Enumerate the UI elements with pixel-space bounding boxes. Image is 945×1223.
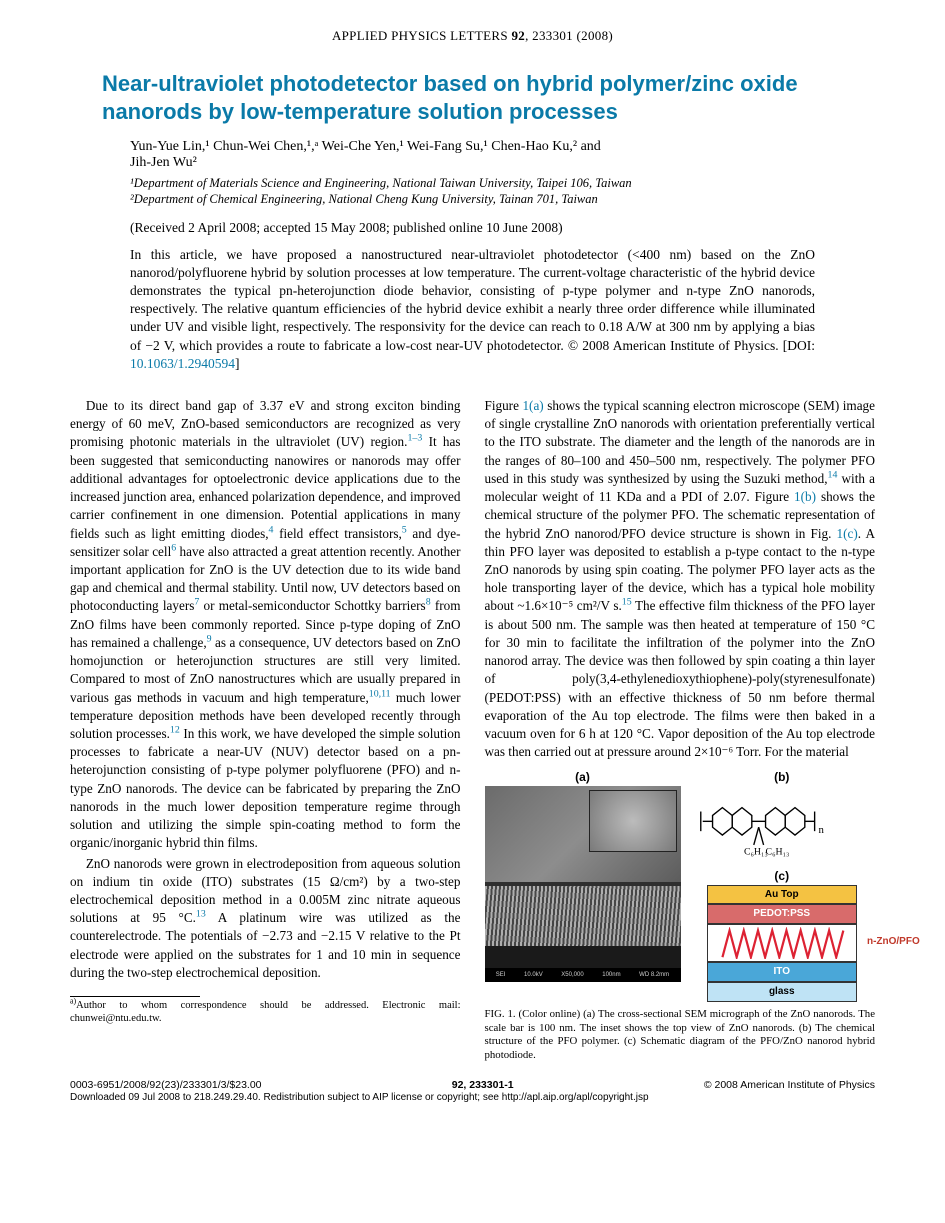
left-p1f: or metal-semiconductor Schottky barriers: [199, 598, 425, 613]
right-column: Figure 1(a) shows the typical scanning e…: [485, 397, 876, 1063]
ref-12[interactable]: 12: [170, 725, 180, 736]
fig-ref-1a[interactable]: 1(a): [522, 398, 543, 413]
figure-1b: (b): [689, 769, 876, 858]
right-p1a: Figure: [485, 398, 523, 413]
authors-line-1: Yun-Yue Lin,¹ Chun-Wei Chen,¹,ᵃ Wei-Che …: [130, 139, 601, 154]
article-title[interactable]: Near-ultraviolet photodetector based on …: [70, 70, 875, 125]
figure-1c: (c) Au Top PEDOT:PSS: [689, 868, 876, 1002]
footnote-text: Author to whom correspondence should be …: [70, 1000, 461, 1024]
figure-1: (a) SEI 10.0kV X50,000 100nm WD 8.2mm: [485, 769, 876, 1063]
sem-cross-section-image: SEI 10.0kV X50,000 100nm WD 8.2mm: [485, 882, 681, 982]
authors-block: Yun-Yue Lin,¹ Chun-Wei Chen,¹,ᵃ Wei-Che …: [70, 139, 875, 171]
sem-bar-wd: WD 8.2mm: [639, 971, 669, 979]
footer-right-1: © 2008 American Institute of Physics: [704, 1079, 875, 1091]
journal-volume: 92: [511, 28, 525, 43]
sem-bar-sei: SEI: [496, 971, 506, 979]
left-p1j: In this work, we have developed the simp…: [70, 726, 461, 850]
nanorod-zigzag-icon: [710, 927, 854, 959]
footnote-separator: [70, 996, 200, 997]
layer-pedot: PEDOT:PSS: [707, 904, 857, 924]
layer-glass: glass: [707, 982, 857, 1002]
figure-1-caption: FIG. 1. (Color online) (a) The cross-sec…: [485, 1008, 876, 1063]
layer-side-label: n-ZnO/PFO: [867, 935, 920, 949]
fig-ref-1c[interactable]: 1(c): [837, 526, 858, 541]
left-p1a: Due to its direct band gap of 3.37 eV an…: [70, 398, 461, 449]
fig-ref-1b[interactable]: 1(b): [794, 489, 816, 504]
sem-info-bar: SEI 10.0kV X50,000 100nm WD 8.2mm: [485, 968, 681, 982]
affiliation-1: ¹Department of Materials Science and Eng…: [130, 175, 815, 191]
sem-inset-image: [589, 790, 677, 852]
fig-1a-label: (a): [485, 769, 681, 786]
author-footnote: a)Author to whom correspondence should b…: [70, 999, 461, 1025]
chem-c6-left: C₆H₁₃: [743, 847, 767, 857]
ref-15[interactable]: 15: [622, 597, 632, 608]
doi-close: ]: [235, 356, 240, 371]
right-p1f: The effective film thickness of the PFO …: [485, 598, 876, 759]
journal-header: APPLIED PHYSICS LETTERS 92, 233301 (2008…: [70, 28, 875, 44]
title-line-1: Near-ultraviolet photodetector based on …: [102, 71, 798, 96]
footer-download-notice: Downloaded 09 Jul 2008 to 218.249.29.40.…: [70, 1092, 649, 1103]
device-schematic: Au Top PEDOT:PSS n: [707, 885, 857, 1002]
abstract: In this article, we have proposed a nano…: [70, 246, 875, 374]
figure-1a: (a) SEI 10.0kV X50,000 100nm WD 8.2mm: [485, 769, 681, 982]
journal-year: (2008): [577, 28, 613, 43]
left-para-2: ZnO nanorods were grown in electrodeposi…: [70, 855, 461, 983]
sem-bar-mag: X50,000: [561, 971, 583, 979]
ref-14[interactable]: 14: [828, 470, 838, 481]
chem-n: n: [818, 824, 824, 836]
sem-bar-scale: 100nm: [602, 971, 620, 979]
footer-left-1: 0003-6951/2008/92(23)/233301/3/$23.00: [70, 1079, 262, 1091]
doi-link[interactable]: 10.1063/1.2940594: [130, 356, 235, 371]
left-para-1: Due to its direct band gap of 3.37 eV an…: [70, 397, 461, 852]
left-p1c: field effect transistors,: [273, 526, 401, 541]
sem-top-image: [485, 786, 681, 882]
page-footer: 0003-6951/2008/92(23)/233301/3/$23.00 92…: [70, 1079, 875, 1103]
right-p1b: shows the typical scanning electron micr…: [485, 398, 876, 486]
layer-au: Au Top: [707, 885, 857, 905]
ref-13[interactable]: 13: [196, 909, 206, 920]
fig-1c-label: (c): [689, 868, 876, 885]
layer-ito: ITO: [707, 962, 857, 982]
sem-bar-kv: 10.0kV: [524, 971, 543, 979]
right-para-1: Figure 1(a) shows the typical scanning e…: [485, 397, 876, 761]
journal-article-no: 233301: [532, 28, 573, 43]
footer-copyright-link[interactable]: http://apl.aip.org/apl/copyright.jsp: [502, 1092, 649, 1103]
ref-1-3[interactable]: 1–3: [407, 433, 422, 444]
layer-zno-pfo: n-ZnO/PFO: [707, 924, 857, 962]
doi-open: [DOI:: [783, 338, 815, 353]
affiliations: ¹Department of Materials Science and Eng…: [70, 175, 875, 208]
authors-line-2: Jih-Jen Wu²: [130, 155, 197, 170]
sem-nanorods-texture: [485, 886, 681, 946]
pfo-chemical-structure: C₆H₁₃ C₆H₁₃ n: [689, 786, 876, 858]
abstract-text: In this article, we have proposed a nano…: [130, 247, 815, 353]
journal-name: APPLIED PHYSICS LETTERS: [332, 28, 508, 43]
left-column: Due to its direct band gap of 3.37 eV an…: [70, 397, 461, 1063]
affiliation-2: ²Department of Chemical Engineering, Nat…: [130, 191, 815, 207]
publication-dates: (Received 2 April 2008; accepted 15 May …: [70, 220, 875, 236]
fig-1b-label: (b): [689, 769, 876, 786]
chem-structure-svg: C₆H₁₃ C₆H₁₃ n: [689, 786, 875, 857]
footer-left-2-text: Downloaded 09 Jul 2008 to 218.249.29.40.…: [70, 1092, 502, 1103]
title-line-2: nanorods by low-temperature solution pro…: [102, 99, 618, 124]
ref-10-11[interactable]: 10,11: [369, 688, 391, 699]
body-columns: Due to its direct band gap of 3.37 eV an…: [70, 397, 875, 1063]
footer-center-1: 92, 233301-1: [452, 1079, 514, 1091]
chem-c6-right: C₆H₁₃: [765, 847, 789, 857]
